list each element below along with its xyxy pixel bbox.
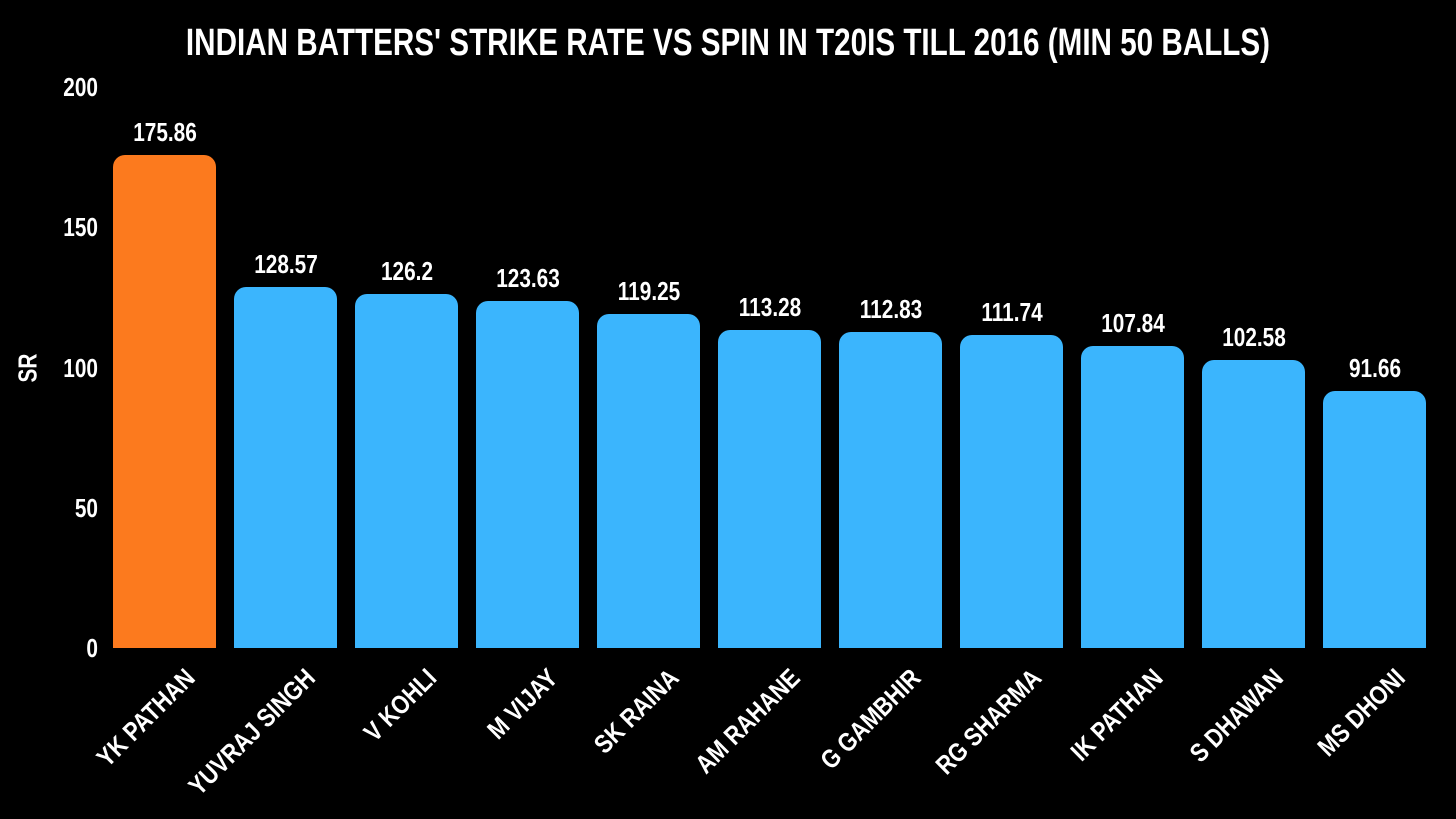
bar-s-dhawan — [1202, 360, 1305, 648]
bar-value-label: 126.2 — [380, 256, 433, 286]
bar-m-vijay — [476, 301, 579, 648]
bar-sk-raina — [597, 313, 700, 648]
x-category-label: YK PATHAN — [90, 662, 201, 773]
x-category-label: MS DHONI — [1310, 662, 1411, 762]
x-category-label: RG SHARMA — [929, 662, 1048, 781]
bar-g-gambhir — [839, 331, 942, 648]
x-category-label: YUVRAJ SINGH — [182, 662, 322, 802]
x-category-label: V KOHLI — [357, 662, 443, 748]
y-tick-label: 100 — [63, 352, 98, 383]
bar-value-label: 107.84 — [1100, 307, 1165, 338]
bar-value-label: 119.25 — [617, 275, 680, 306]
x-category-label: SK RAINA — [587, 662, 685, 760]
bar-yuvraj-singh — [234, 287, 337, 648]
x-category-label: IK PATHAN — [1064, 662, 1169, 767]
bar-rg-sharma — [960, 334, 1063, 648]
y-tick-label: 150 — [63, 212, 98, 243]
x-category-label: G GAMBHIR — [813, 662, 927, 775]
bar-v-kohli — [355, 294, 458, 648]
bar-value-label: 112.83 — [859, 293, 922, 324]
bar-value-label: 102.58 — [1221, 322, 1286, 353]
y-tick-label: 200 — [63, 72, 98, 102]
bar-value-label: 175.86 — [132, 116, 197, 147]
bar-value-label: 111.74 — [980, 296, 1043, 327]
bar-value-label: 123.63 — [495, 263, 560, 294]
bar-am-rahane — [718, 330, 821, 648]
bar-value-label: 128.57 — [253, 249, 318, 280]
bar-ik-pathan — [1081, 345, 1184, 648]
x-category-label: AM RAHANE — [688, 662, 806, 780]
bar-value-label: 113.28 — [738, 292, 801, 323]
bar-yk-pathan — [113, 154, 216, 648]
bar-ms-dhoni — [1323, 390, 1426, 648]
chart-title: INDIAN BATTERS' STRIKE RATE VS SPIN IN T… — [185, 22, 1271, 64]
bar-value-label: 91.66 — [1348, 352, 1401, 383]
y-tick-label: 50 — [74, 492, 98, 523]
y-tick-label: 0 — [86, 633, 98, 663]
x-category-label: M VIJAY — [480, 662, 564, 745]
x-category-label: S DHAWAN — [1183, 662, 1290, 769]
